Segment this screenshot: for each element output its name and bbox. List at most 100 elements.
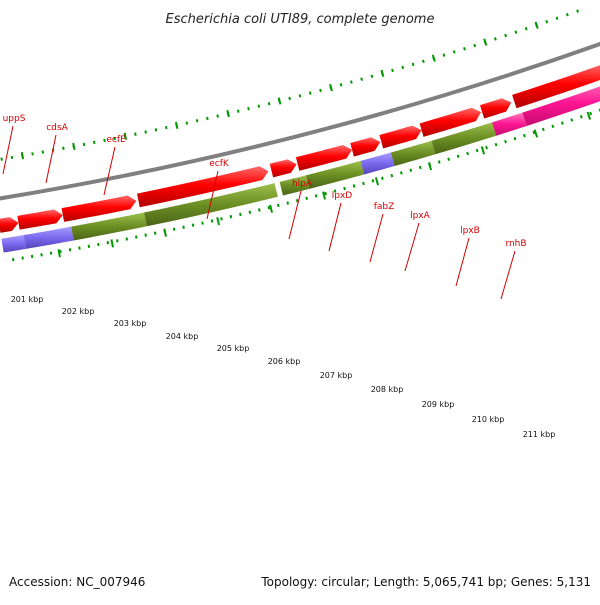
gene-leader-line [46,135,56,183]
outer-tick [391,174,392,177]
kbp-label: 210 kbp [472,415,505,424]
outer-tick [439,161,440,164]
scale-tick [269,102,270,105]
outer-major-tick [59,249,60,257]
gene-label-fabZ: fabZ [374,202,395,212]
scale-tick [515,31,516,34]
scale-tick [289,97,290,100]
gene-leader-line [104,147,115,195]
scale-major-tick [22,152,23,159]
cds-arrow [350,137,380,156]
outer-tick [316,194,317,197]
scale-tick [300,94,301,97]
scale-major-tick [227,110,229,117]
scale-tick [94,141,95,144]
gene-label-ecfE: ecfE [106,135,126,145]
scale-tick [166,126,167,129]
kbp-label: 206 kbp [268,357,301,366]
gene-leader-line [501,251,515,299]
scale-tick [443,54,444,57]
scale-tick [567,13,568,16]
scale-tick [238,110,239,113]
scale-major-tick [381,70,383,77]
gene-label-ecfK: ecfK [209,159,230,169]
kbp-label: 204 kbp [166,332,199,341]
outer-tick [145,234,146,237]
outer-tick [117,239,118,242]
cds-arrow [379,126,421,149]
outer-tick [581,115,582,118]
scale-tick [526,27,527,30]
outer-tick [212,220,213,223]
gene-leader-line [289,191,301,239]
outer-tick [268,206,269,209]
outer-tick [363,182,364,185]
outer-tick [89,245,90,248]
outer-tick [70,248,71,251]
kbp-label: 211 kbp [523,430,556,439]
outer-tick [287,202,288,205]
outer-tick [514,137,515,140]
outer-tick [373,179,374,182]
outer-tick [467,152,468,155]
scale-tick [577,10,578,13]
category-segment [492,113,527,136]
scale-tick [156,128,157,131]
scale-tick [84,143,85,146]
gene-leader-line [3,126,13,174]
outer-major-tick [270,205,272,213]
kbp-label: 208 kbp [371,385,404,394]
outer-tick [79,247,80,250]
scale-major-tick [279,98,281,105]
outer-tick [552,125,553,128]
outer-major-tick [111,239,113,247]
gene-label-rnhB: rnhB [505,239,526,249]
outer-tick [486,146,487,149]
outer-tick [51,252,52,255]
outer-tick [524,134,525,137]
outer-tick [250,211,251,214]
outer-tick [382,177,383,180]
kbp-label: 203 kbp [114,319,147,328]
gene-leader-line [405,223,419,271]
outer-tick [325,192,326,195]
scale-tick [454,50,455,53]
scale-tick [505,34,506,37]
outer-tick [221,217,222,220]
scale-tick [43,151,44,154]
outer-major-tick [482,147,484,155]
outer-major-tick [164,229,166,237]
scale-tick [557,17,558,20]
gene-label-hlpA: hlpA [292,179,313,189]
cds-arrow [0,217,18,233]
outer-tick [240,213,241,216]
category-segment [391,141,435,166]
outer-tick [183,226,184,229]
outer-tick [562,122,563,125]
outer-tick [420,166,421,169]
category-segment [361,153,395,175]
kbp-label: 202 kbp [62,307,95,316]
cds-arrow-band [0,64,600,233]
scale-major-tick [484,39,486,46]
outer-tick [401,171,402,174]
outer-tick [108,241,109,244]
outer-major-tick [217,217,219,225]
kbp-label: 205 kbp [217,344,250,353]
scale-tick [361,78,362,81]
outer-tick [496,143,497,146]
gene-leader-line [370,214,383,262]
scale-major-tick [73,143,74,150]
outer-tick [571,119,572,122]
outer-tick [126,238,127,241]
scale-tick [392,69,393,72]
scale-major-tick [330,84,332,91]
outer-tick [477,149,478,152]
scale-tick [495,37,496,40]
scale-tick [207,117,208,120]
scale-tick [104,139,105,142]
scale-tick [320,89,321,92]
